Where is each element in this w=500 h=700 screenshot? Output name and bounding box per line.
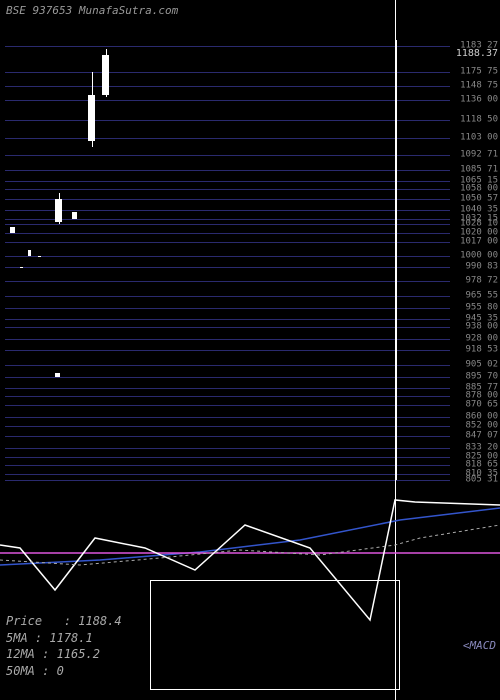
- grid-line: [5, 86, 450, 87]
- y-axis-label: 870 65: [465, 401, 498, 410]
- y-axis-label: 852 00: [465, 422, 498, 431]
- grid-line: [5, 396, 450, 397]
- y-axis-label: 1085 71: [460, 165, 498, 174]
- grid-line: [5, 405, 450, 406]
- y-axis-label: 918 53: [465, 346, 498, 355]
- macd-panel: [150, 580, 400, 690]
- grid-line: [5, 138, 450, 139]
- ma12-value: : 1165.2: [42, 647, 100, 661]
- y-axis-label: 895 70: [465, 372, 498, 381]
- price-value: : 1188.4: [64, 614, 122, 628]
- grid-line: [5, 100, 450, 101]
- grid-line: [5, 72, 450, 73]
- y-axis-label: 978 72: [465, 277, 498, 286]
- grid-line: [5, 242, 450, 243]
- grid-line: [5, 319, 450, 320]
- candle-wick: [106, 49, 107, 97]
- grid-line: [5, 465, 450, 466]
- grid-line: [5, 199, 450, 200]
- price-info-box: Price : 1188.4 5MA : 1178.1 12MA : 1165.…: [6, 613, 122, 680]
- y-axis-label: 1092 71: [460, 150, 498, 159]
- grid-line: [5, 365, 450, 366]
- candle: [28, 250, 31, 256]
- grid-line: [5, 170, 450, 171]
- y-axis-label: 938 00: [465, 323, 498, 332]
- grid-line: [5, 350, 450, 351]
- candle-wick: [59, 193, 60, 224]
- price-row: Price : 1188.4: [6, 613, 122, 630]
- grid-line: [5, 210, 450, 211]
- price-label: Price: [6, 614, 42, 628]
- candle: [38, 256, 41, 257]
- candle: [55, 373, 60, 376]
- grid-line: [5, 267, 450, 268]
- y-axis-label: 1050 57: [460, 194, 498, 203]
- grid-line: [5, 46, 450, 47]
- ma5-label: 5MA: [6, 631, 28, 645]
- grid-line: [5, 189, 450, 190]
- y-axis-label: 1175 75: [460, 68, 498, 77]
- candle: [72, 212, 77, 219]
- y-axis-label: 965 55: [465, 292, 498, 301]
- ma50-value: : 0: [42, 664, 64, 678]
- ma50-row: 50MA : 0: [6, 663, 122, 680]
- grid-line: [5, 120, 450, 121]
- y-axis-label: 1017 00: [460, 238, 498, 247]
- ticker-label: BSE 937653 MunafaSutra.com: [6, 4, 178, 17]
- candle: [10, 227, 15, 233]
- grid-line: [5, 377, 450, 378]
- ma50-label: 50MA: [6, 664, 35, 678]
- ma-line-long: [0, 508, 500, 565]
- macd-label: <MACD: [463, 639, 496, 652]
- ma5-row: 5MA : 1178.1: [6, 630, 122, 647]
- y-axis-label: 1148 75: [460, 81, 498, 90]
- grid-line: [5, 224, 450, 225]
- grid-line: [5, 457, 450, 458]
- ma5-value: : 1178.1: [35, 631, 93, 645]
- grid-line: [5, 219, 450, 220]
- grid-line: [5, 417, 450, 418]
- y-axis-label: 805 31: [465, 476, 498, 485]
- grid-line: [5, 155, 450, 156]
- y-axis-label: 1183 27: [460, 41, 498, 50]
- y-axis-label: 1103 00: [460, 133, 498, 142]
- grid-line: [5, 308, 450, 309]
- y-axis-label: 905 02: [465, 361, 498, 370]
- grid-line: [5, 181, 450, 182]
- y-axis-label: 990 83: [465, 263, 498, 272]
- y-axis-label: 928 00: [465, 334, 498, 343]
- candle-wick: [92, 72, 93, 147]
- grid-line: [5, 426, 450, 427]
- price-chart: [0, 40, 500, 480]
- y-axis-label: 1000 00: [460, 251, 498, 260]
- y-axis-label: 847 07: [465, 432, 498, 441]
- grid-line: [5, 327, 450, 328]
- grid-line: [5, 388, 450, 389]
- y-axis-label: 1136 00: [460, 95, 498, 104]
- y-axis-label: 1118 50: [460, 116, 498, 125]
- signal-line: [0, 525, 500, 565]
- grid-line: [5, 281, 450, 282]
- grid-line: [5, 233, 450, 234]
- grid-line: [5, 339, 450, 340]
- y-axis-label: 955 80: [465, 303, 498, 312]
- candle: [20, 267, 23, 268]
- grid-line: [5, 448, 450, 449]
- ma12-label: 12MA: [6, 647, 35, 661]
- grid-line: [5, 474, 450, 475]
- chart-header: BSE 937653 MunafaSutra.com: [6, 4, 178, 17]
- grid-line: [5, 480, 450, 481]
- grid-line: [5, 296, 450, 297]
- ma12-row: 12MA : 1165.2: [6, 646, 122, 663]
- grid-line: [5, 436, 450, 437]
- grid-line: [5, 256, 450, 257]
